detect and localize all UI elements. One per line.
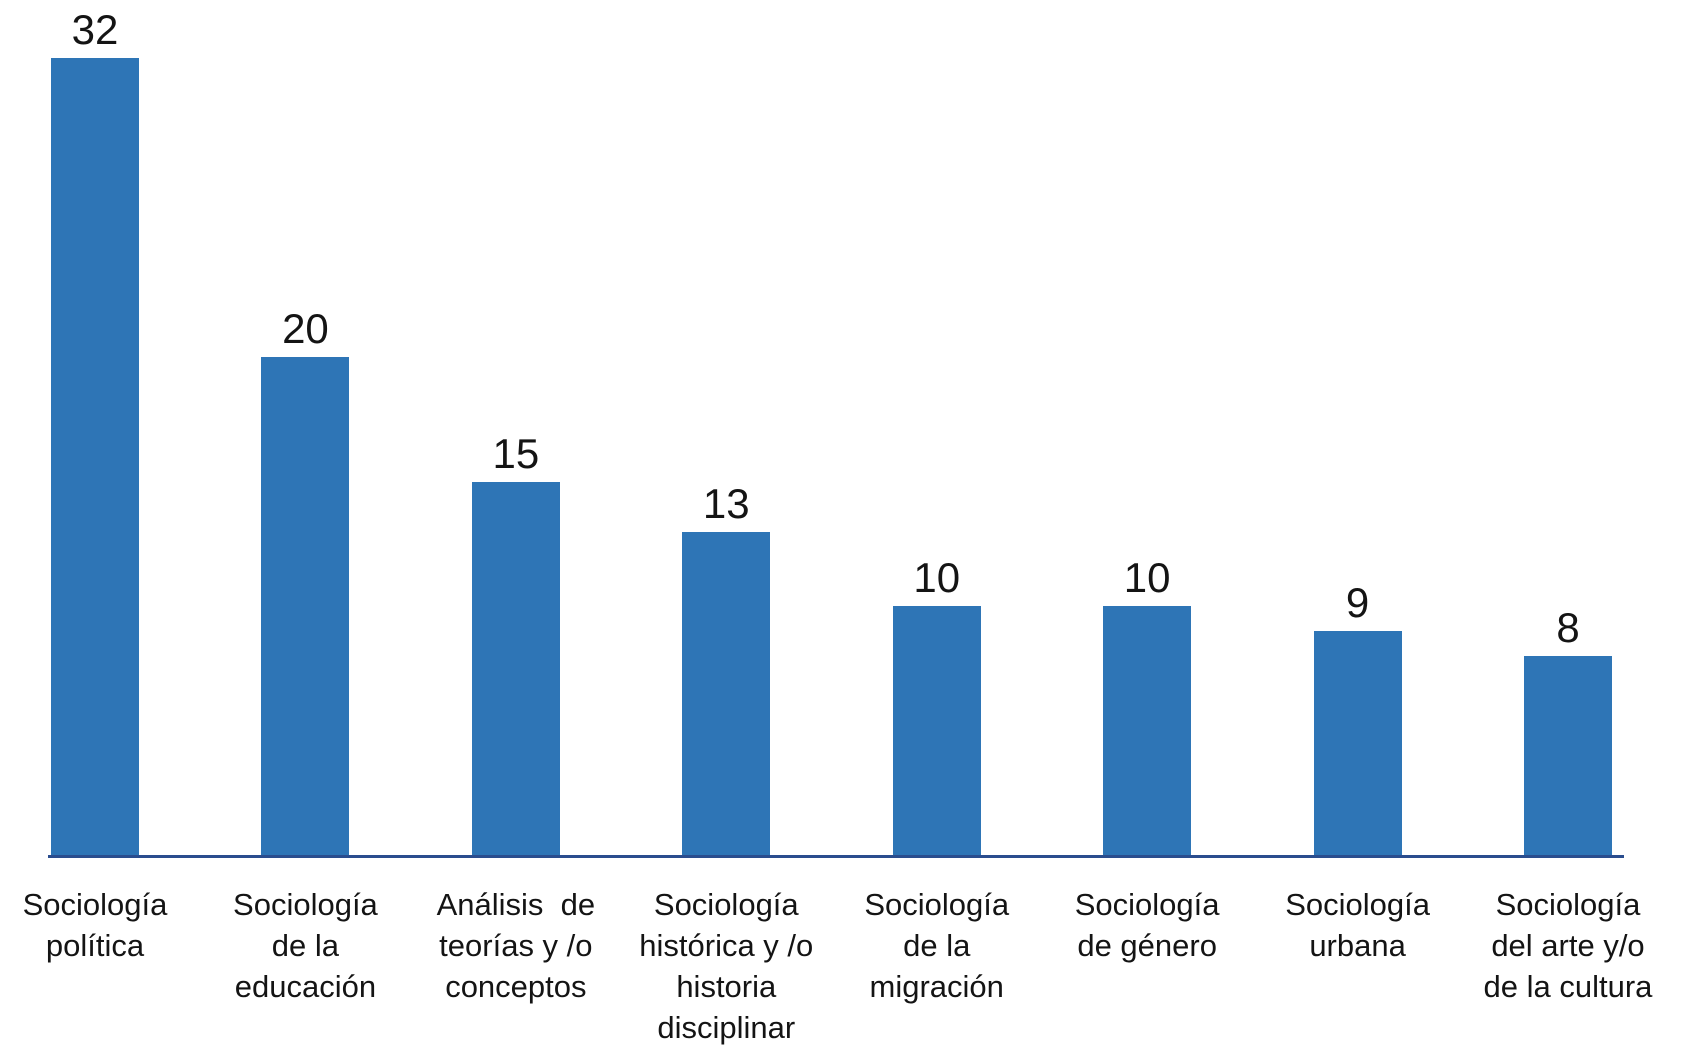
x-tick-label: Sociología urbana xyxy=(1285,887,1430,963)
bar xyxy=(51,58,139,856)
bar-value-label: 13 xyxy=(702,480,750,527)
bar-value-label: 10 xyxy=(1123,554,1171,601)
bar-value-label: 15 xyxy=(492,430,540,477)
x-tick-label: Sociología de la migración xyxy=(864,887,1010,1004)
x-tick-label: Análisis de teorías y /o conceptos xyxy=(436,887,596,1004)
x-tick-label: Sociología de la educación xyxy=(233,887,378,1004)
x-tick-label: Sociología política xyxy=(22,887,168,963)
bar-value-label: 8 xyxy=(1556,604,1580,651)
bar xyxy=(472,482,560,856)
x-tick-label: Sociología histórica y /o historia disci… xyxy=(639,887,814,1045)
bar-value-label: 10 xyxy=(913,554,961,601)
bar-value-label: 20 xyxy=(282,305,329,352)
bar-value-label: 9 xyxy=(1345,579,1370,626)
bar xyxy=(261,357,349,856)
bar-value-label: 32 xyxy=(71,6,119,53)
bar xyxy=(1103,606,1191,856)
bar xyxy=(1314,631,1402,856)
x-tick-label: Sociología de género xyxy=(1074,887,1220,963)
x-axis-line xyxy=(48,855,1624,858)
bar xyxy=(682,532,770,856)
bar xyxy=(893,606,981,856)
x-tick-label: Sociología del arte y/o de la cultura xyxy=(1483,887,1653,1004)
bar xyxy=(1524,656,1612,856)
